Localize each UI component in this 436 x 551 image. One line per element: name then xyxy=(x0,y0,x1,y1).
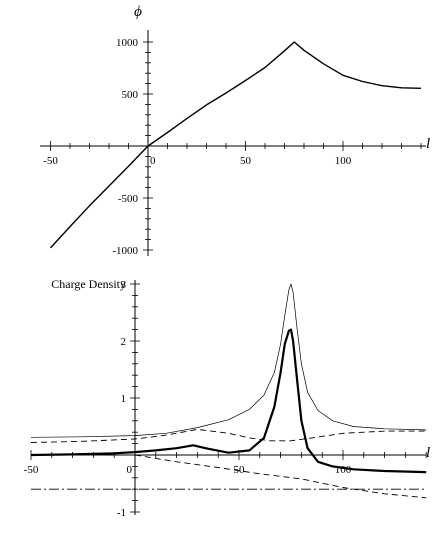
x-axis-label: l xyxy=(426,445,430,461)
x-tick-label: -50 xyxy=(43,155,58,167)
y-tick-label: 1000 xyxy=(116,37,139,49)
x-tick-label: 0 xyxy=(127,464,133,476)
thin-density-curve xyxy=(31,284,426,437)
y-tick-label: 500 xyxy=(122,89,139,101)
y-tick-label: -500 xyxy=(118,193,139,205)
x-tick-label: 50 xyxy=(240,155,252,167)
y-tick-label: 1 xyxy=(121,393,127,405)
phi-curve xyxy=(51,42,422,248)
x-axis-label: l xyxy=(426,136,430,152)
y-axis-label: ϕ xyxy=(134,4,142,20)
dashed-density-curve xyxy=(31,429,426,442)
x-tick-label: -50 xyxy=(24,464,39,476)
y-tick-label: 2 xyxy=(121,336,127,348)
y-tick-label: -1000 xyxy=(112,245,138,257)
x-tick-label: 0 xyxy=(150,155,156,167)
thick-density-curve xyxy=(31,330,426,473)
y-tick-label: -1 xyxy=(117,507,126,519)
y-axis-label: Charge Density xyxy=(51,277,126,291)
x-tick-label: 100 xyxy=(335,464,352,476)
x-tick-label: 100 xyxy=(335,155,352,167)
dashed-density-curve xyxy=(135,455,426,498)
